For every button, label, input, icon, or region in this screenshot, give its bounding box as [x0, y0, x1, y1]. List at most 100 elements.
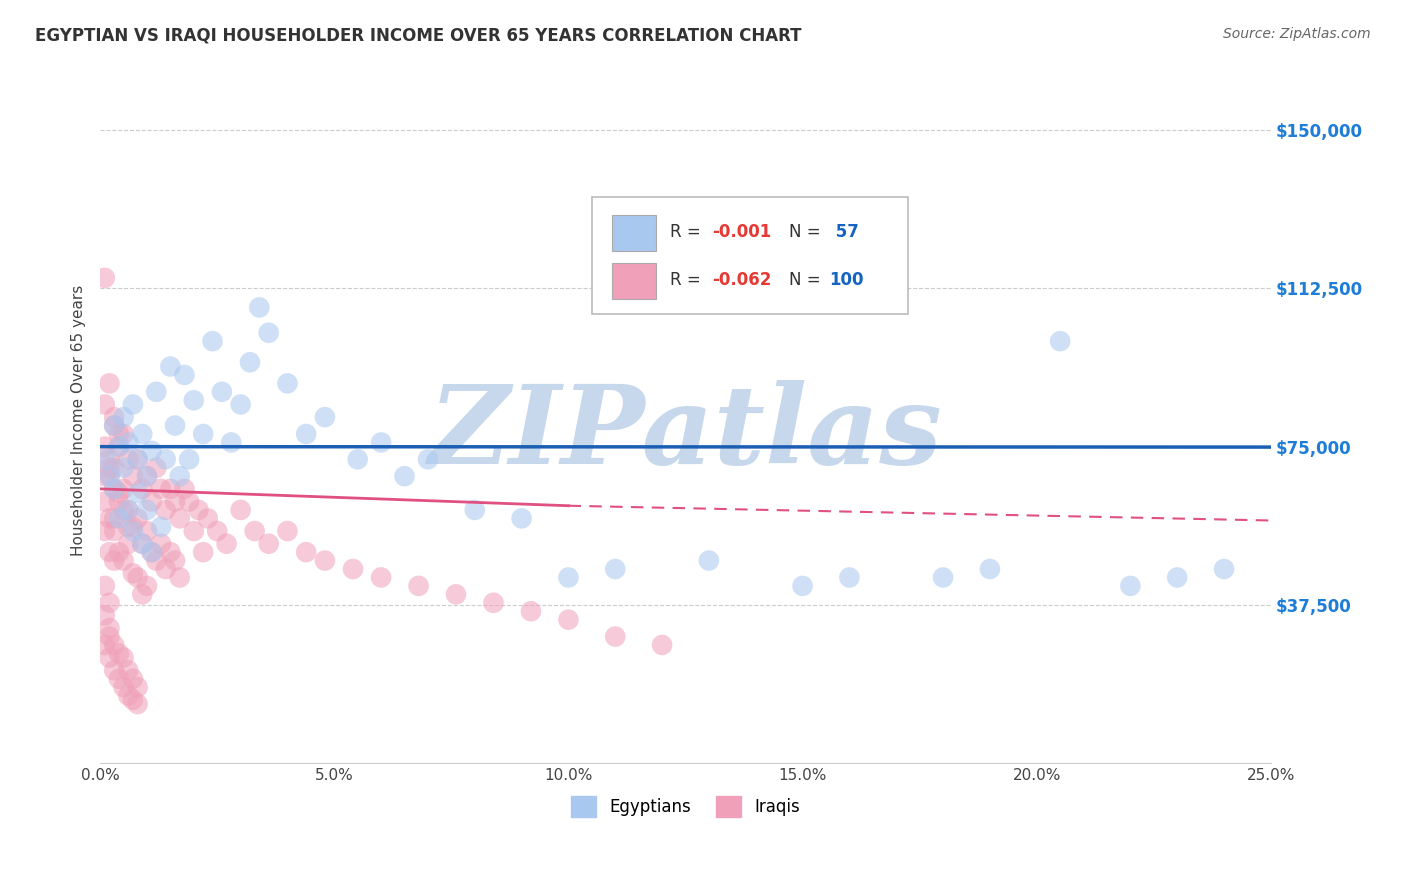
Point [117, 689, 139, 703]
Point [131, 537, 153, 551]
Point [394, 469, 416, 483]
Point [141, 545, 163, 559]
Y-axis label: Householder Income Over 65 years: Householder Income Over 65 years [72, 285, 86, 556]
Point [510, 511, 533, 525]
Text: N =: N = [789, 271, 825, 289]
Point [122, 524, 145, 538]
Text: 57: 57 [830, 223, 859, 241]
Point [979, 562, 1001, 576]
Point [141, 494, 163, 508]
Point [131, 537, 153, 551]
Point [117, 520, 139, 534]
Point [136, 503, 159, 517]
Point [932, 570, 955, 584]
Text: -0.062: -0.062 [713, 271, 772, 289]
Point [103, 524, 125, 538]
Point [159, 482, 181, 496]
Point [145, 460, 167, 475]
Point [131, 587, 153, 601]
Point [150, 482, 173, 496]
Text: N =: N = [789, 223, 825, 241]
Text: EGYPTIAN VS IRAQI HOUSEHOLDER INCOME OVER 65 YEARS CORRELATION CHART: EGYPTIAN VS IRAQI HOUSEHOLDER INCOME OVE… [35, 27, 801, 45]
Point [112, 503, 135, 517]
Point [173, 482, 195, 496]
Point [444, 587, 467, 601]
Point [127, 452, 149, 467]
Point [108, 545, 131, 559]
Point [98, 469, 121, 483]
Point [94, 524, 117, 538]
Point [159, 545, 181, 559]
Point [108, 511, 131, 525]
Point [165, 494, 187, 508]
Point [112, 650, 135, 665]
Point [94, 494, 117, 508]
Point [838, 570, 860, 584]
Point [112, 460, 135, 475]
Point [103, 410, 125, 425]
Point [257, 326, 280, 340]
Point [103, 511, 125, 525]
Point [103, 418, 125, 433]
Point [1166, 570, 1188, 584]
Bar [612, 263, 657, 299]
Point [117, 503, 139, 517]
Point [94, 452, 117, 467]
Point [103, 638, 125, 652]
Point [98, 376, 121, 391]
Point [112, 482, 135, 496]
Point [520, 604, 543, 618]
Point [131, 427, 153, 442]
Point [482, 596, 505, 610]
Point [136, 469, 159, 483]
Point [165, 418, 187, 433]
Point [215, 537, 238, 551]
Point [239, 355, 262, 369]
Point [276, 376, 298, 391]
Point [155, 562, 177, 576]
Point [557, 570, 579, 584]
Text: ZIPatlas: ZIPatlas [429, 380, 942, 488]
Point [117, 537, 139, 551]
Point [98, 596, 121, 610]
Point [229, 503, 252, 517]
Point [145, 384, 167, 399]
Point [150, 520, 173, 534]
Point [150, 537, 173, 551]
Point [205, 524, 228, 538]
Point [122, 566, 145, 581]
Point [295, 427, 318, 442]
Point [127, 511, 149, 525]
Point [243, 524, 266, 538]
Point [1213, 562, 1236, 576]
Point [112, 553, 135, 567]
Point [98, 545, 121, 559]
Point [94, 271, 117, 285]
Point [108, 440, 131, 454]
Point [136, 579, 159, 593]
Point [98, 650, 121, 665]
Point [464, 503, 486, 517]
Point [94, 469, 117, 483]
Point [122, 397, 145, 411]
Point [183, 524, 205, 538]
Point [257, 537, 280, 551]
Point [94, 440, 117, 454]
Point [117, 452, 139, 467]
Point [155, 452, 177, 467]
Point [557, 613, 579, 627]
Point [605, 562, 627, 576]
FancyBboxPatch shape [592, 197, 908, 314]
Point [112, 410, 135, 425]
Point [103, 553, 125, 567]
Point [145, 553, 167, 567]
Point [122, 520, 145, 534]
Point [169, 570, 191, 584]
Point [651, 638, 673, 652]
Point [108, 440, 131, 454]
Point [1049, 334, 1071, 348]
Point [131, 482, 153, 496]
Point [122, 469, 145, 483]
Point [103, 418, 125, 433]
Point [179, 452, 201, 467]
